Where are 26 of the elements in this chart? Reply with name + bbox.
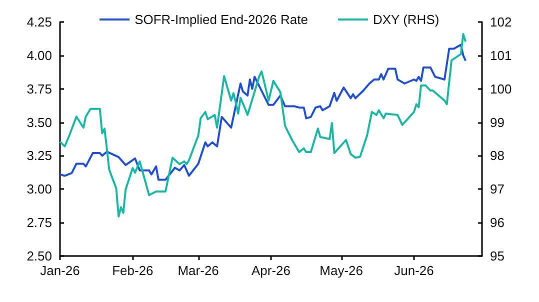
y-tick-label: 3.75 bbox=[26, 81, 52, 96]
x-tick-label: Apr-26 bbox=[251, 263, 291, 278]
y2-tick-label: 97 bbox=[490, 182, 504, 197]
y2-tick-label: 95 bbox=[490, 248, 504, 264]
y2-tick-label: 99 bbox=[490, 114, 504, 130]
y-tick-label: 4.00 bbox=[26, 48, 52, 63]
y-tick-label: 2.50 bbox=[26, 248, 52, 264]
legend-label: DXY (RHS) bbox=[372, 12, 440, 27]
y2-tick-label: 101 bbox=[490, 48, 512, 63]
x-tick-label: May-26 bbox=[320, 263, 364, 278]
y2-tick-label: 98 bbox=[490, 148, 504, 164]
y2-tick-label: 96 bbox=[490, 215, 504, 230]
y-tick-label: 3.00 bbox=[26, 182, 52, 197]
line-series bbox=[59, 44, 467, 181]
y-tick-label: 3.25 bbox=[26, 148, 52, 164]
y-tick-label: 2.75 bbox=[26, 215, 52, 230]
x-tick-label: Mar-26 bbox=[178, 263, 219, 278]
y-tick-label: 4.25 bbox=[26, 14, 52, 30]
x-tick-label: Feb-26 bbox=[112, 263, 154, 278]
y2-tick-label: 100 bbox=[490, 81, 512, 96]
x-tick-label: Jan-26 bbox=[40, 263, 80, 278]
x-tick-label: Jun-26 bbox=[394, 263, 434, 278]
line-series bbox=[59, 33, 467, 218]
legend-label: SOFR-Implied End-2026 Rate bbox=[134, 12, 308, 27]
y-tick-label: 3.50 bbox=[26, 114, 52, 130]
y2-tick-label: 102 bbox=[490, 14, 512, 30]
